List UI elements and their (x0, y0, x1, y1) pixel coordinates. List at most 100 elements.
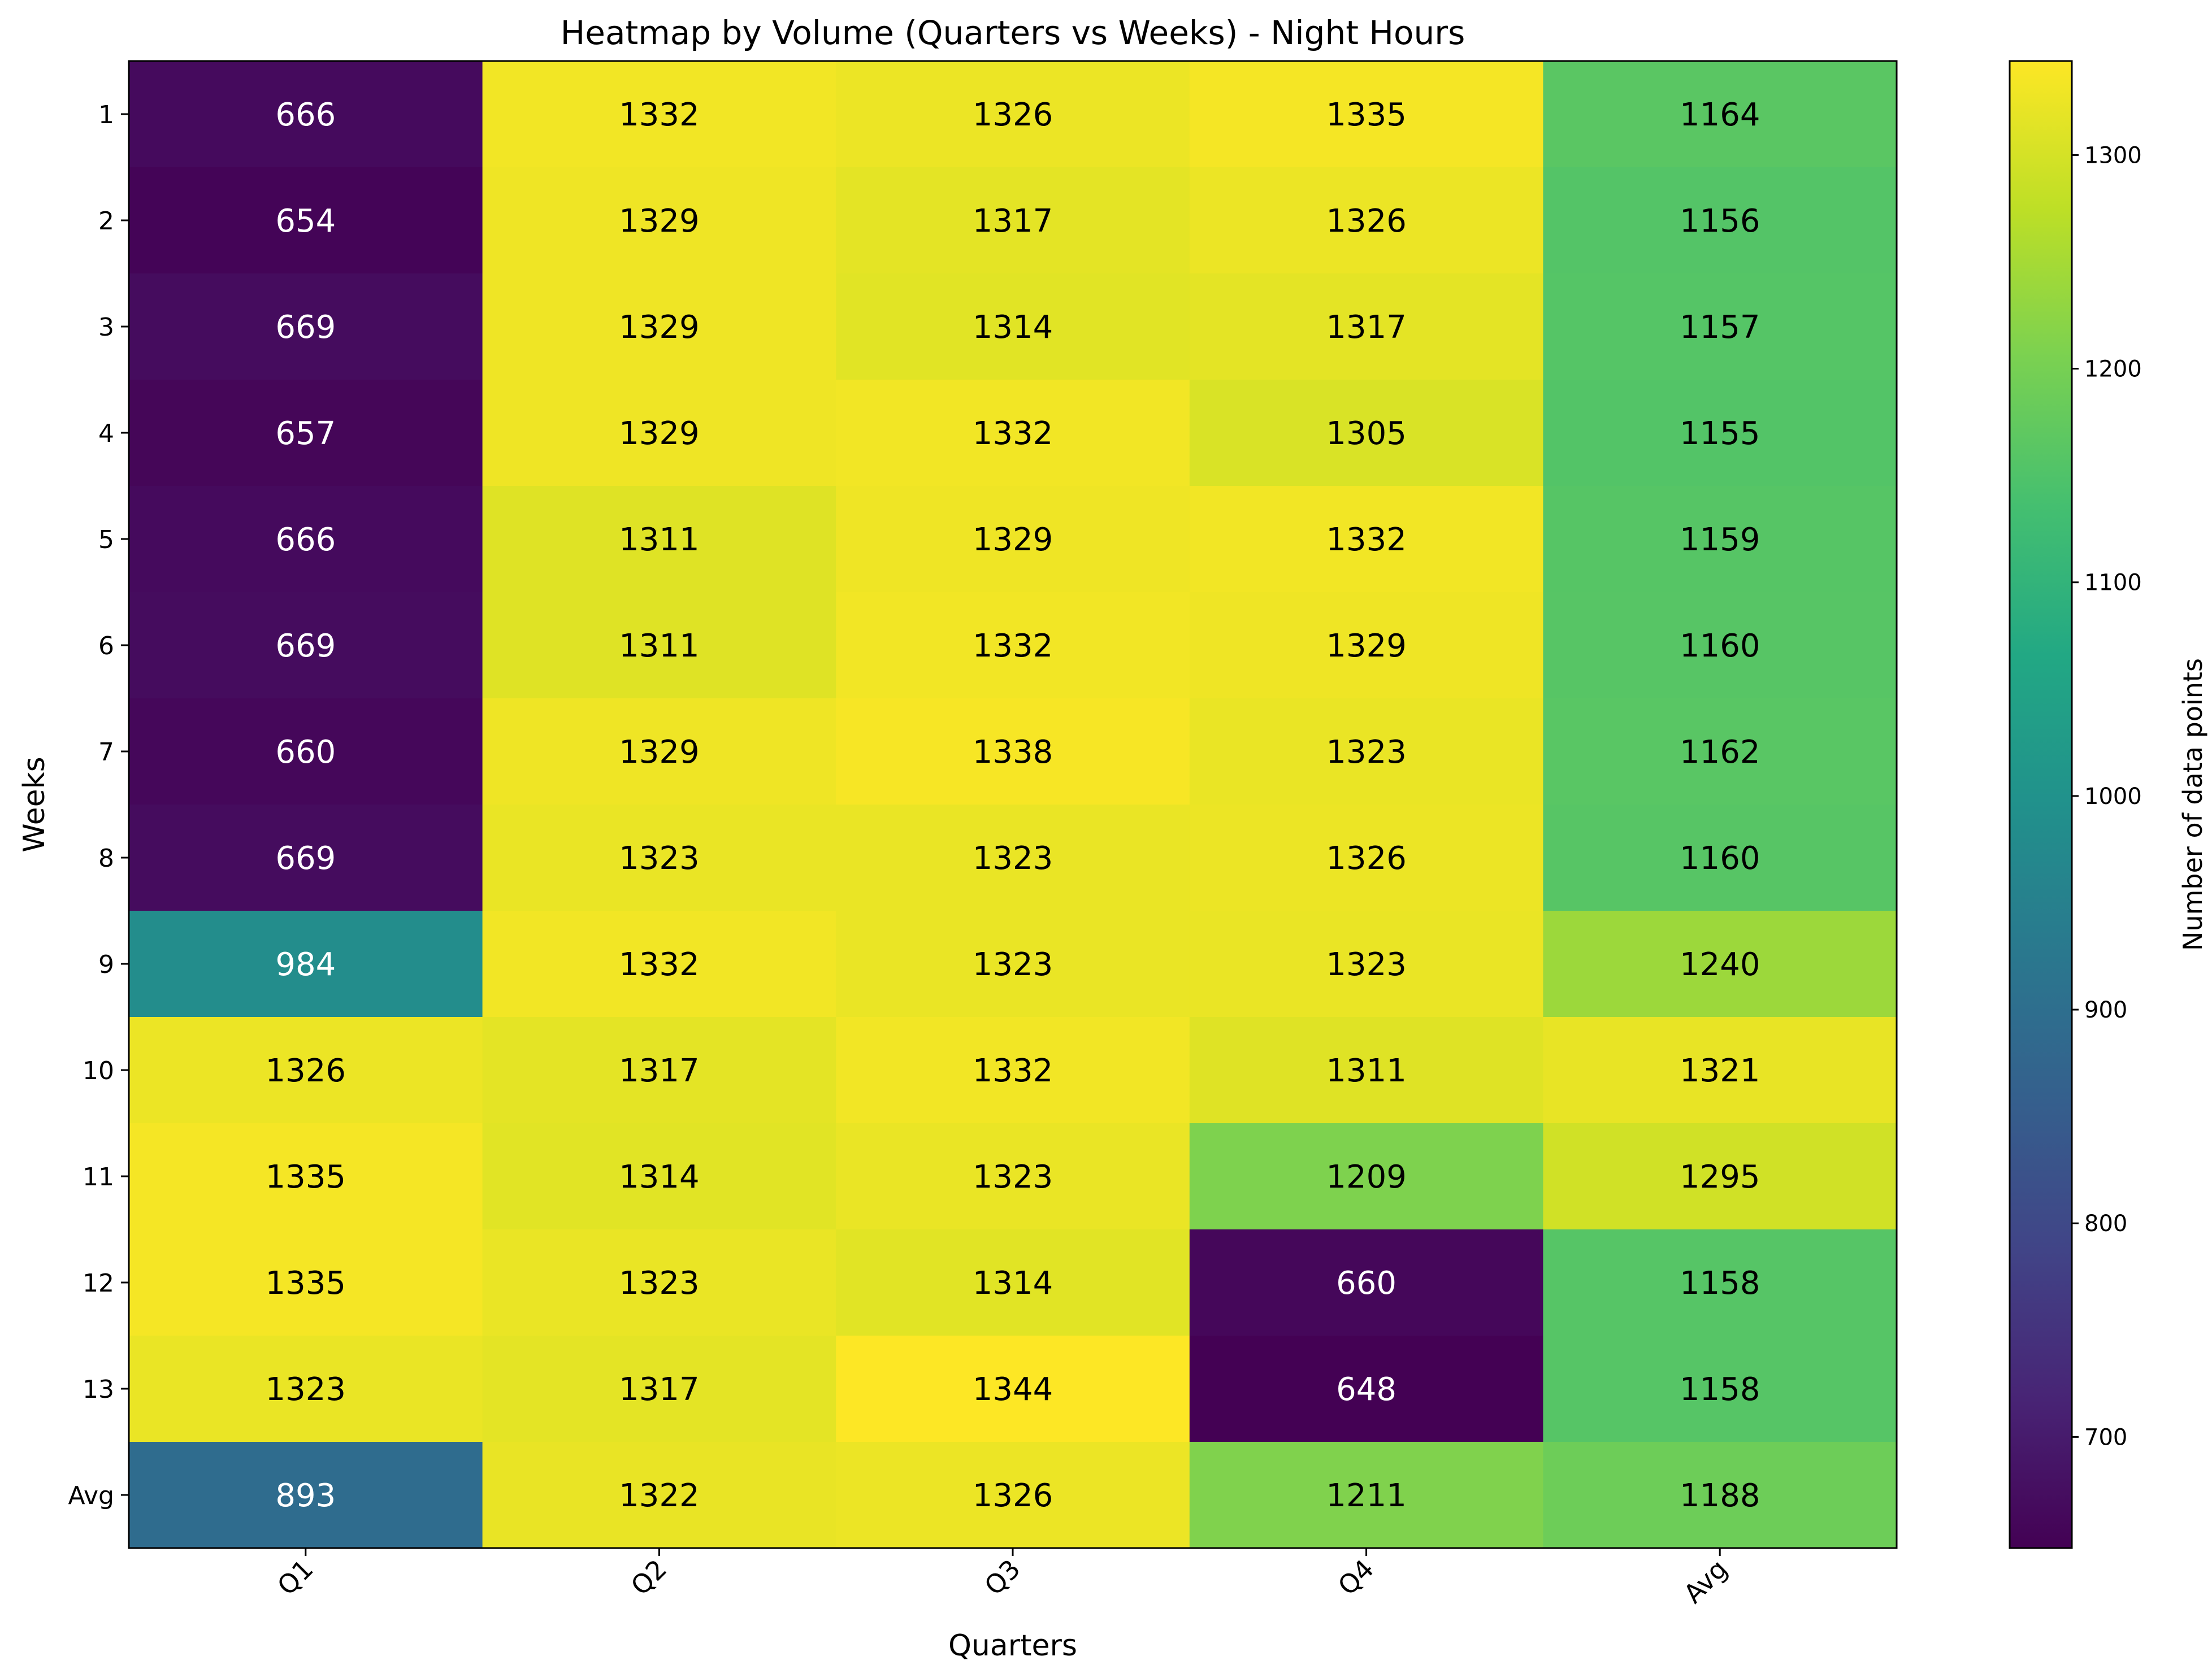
cell-value-label: 1314 (973, 309, 1053, 346)
y-tick-label: 9 (98, 950, 114, 979)
heatmap-cell (129, 167, 483, 274)
x-tick-label: Q3 (978, 1554, 1026, 1601)
y-tick-label: 8 (98, 844, 114, 873)
heatmap-cell (482, 1017, 836, 1124)
cell-value-label: 660 (1336, 1265, 1396, 1302)
colorbar-ticks: 700 800 900 1000 1100 1200 1300 (2072, 142, 2142, 1450)
heatmap-cell (836, 592, 1190, 699)
heatmap-cell (482, 380, 836, 486)
cell-value-label: 1323 (1326, 734, 1407, 771)
heatmap-cell (482, 805, 836, 911)
heatmap-cell (1543, 1123, 1897, 1230)
cell-value-label: 1323 (973, 840, 1053, 877)
heatmap-cell (836, 380, 1190, 486)
colorbar-tick-label: 800 (2084, 1211, 2127, 1237)
cell-value-label: 1317 (973, 203, 1053, 240)
cell-value-label: 1332 (973, 628, 1053, 664)
heatmap-cell (482, 273, 836, 380)
cell-value-label: 1323 (619, 840, 700, 877)
heatmap-cell (1543, 61, 1897, 168)
heatmap-cell (1189, 1017, 1543, 1124)
colorbar: 700 800 900 1000 1100 1200 1300 Number of data… (2009, 60, 2208, 1549)
heatmap-cell (836, 911, 1190, 1018)
heatmap-cell (129, 805, 483, 911)
heatmap-cell (482, 911, 836, 1018)
heatmap-cell (482, 698, 836, 805)
heatmap-cell (1543, 1336, 1897, 1442)
cell-value-label: 1323 (973, 946, 1053, 983)
heatmap-cell (1189, 273, 1543, 380)
heatmap-cell (836, 61, 1190, 168)
cell-value-label: 1329 (619, 415, 700, 452)
cell-value-label: 1335 (1326, 97, 1407, 133)
cell-value-label: 669 (275, 628, 336, 664)
heatmap-cell (129, 1017, 483, 1124)
cell-value-label: 1344 (973, 1371, 1053, 1408)
cell-value-label: 1155 (1680, 415, 1760, 452)
heatmap-cell (482, 61, 836, 168)
cell-value-label: 1323 (266, 1371, 346, 1408)
cell-value-label: 893 (275, 1477, 336, 1514)
y-tick-label: 5 (98, 525, 114, 554)
heatmap-cell (836, 1123, 1190, 1230)
heatmap-cell (1543, 1017, 1897, 1124)
cell-value-label: 1326 (1326, 840, 1407, 877)
cell-value-label: 1338 (973, 734, 1053, 771)
y-tick-label: 11 (83, 1163, 114, 1192)
y-tick-label: Avg (68, 1481, 115, 1510)
heatmap-cell (129, 1442, 483, 1549)
heatmap-cell (1543, 486, 1897, 593)
heatmap-cell (129, 380, 483, 486)
cell-value-label: 666 (275, 97, 336, 133)
heatmap-cell (836, 1229, 1190, 1336)
heatmap-cell (482, 1123, 836, 1230)
heatmap-cell (129, 911, 483, 1018)
cell-value-label: 654 (275, 203, 336, 240)
cell-value-label: 1329 (1326, 628, 1407, 664)
cell-value-label: 1326 (973, 1477, 1053, 1514)
cell-value-label: 1329 (619, 309, 700, 346)
cell-value-label: 1156 (1680, 203, 1760, 240)
heatmap-cell (1543, 592, 1897, 699)
cell-value-label: 1329 (619, 734, 700, 771)
heatmap-cell (836, 486, 1190, 593)
cell-value-label: 1317 (619, 1053, 700, 1089)
cell-value-label: 1332 (973, 1053, 1053, 1089)
y-tick-label: 4 (98, 419, 114, 448)
cell-value-label: 1305 (1326, 415, 1407, 452)
cell-value-label: 1160 (1680, 628, 1760, 664)
cell-value-label: 1332 (973, 415, 1053, 452)
colorbar-tick-label: 1100 (2084, 570, 2142, 596)
heatmap-cell (1543, 911, 1897, 1018)
colorbar-gradient (2009, 60, 2073, 1549)
y-tick-label: 3 (98, 313, 114, 342)
cell-value-label: 669 (275, 309, 336, 346)
heatmap-cell (1189, 167, 1543, 274)
colorbar-tick-label: 1300 (2084, 142, 2142, 168)
colorbar-tick-label: 900 (2084, 997, 2127, 1023)
heatmap-cell (482, 1336, 836, 1442)
heatmap-cell (836, 805, 1190, 911)
cell-value-label: 1164 (1680, 97, 1760, 133)
heatmap-cell (1189, 1123, 1543, 1230)
heatmap-cell (129, 698, 483, 805)
heatmap-cell (482, 1229, 836, 1336)
heatmap-cell (129, 486, 483, 593)
cell-value-label: 1209 (1326, 1159, 1407, 1196)
x-tick-label: Q1 (271, 1554, 319, 1601)
cell-value-label: 660 (275, 734, 336, 771)
cell-value-label: 1295 (1680, 1159, 1760, 1196)
x-tick-label: Q4 (1332, 1554, 1380, 1601)
x-tick-label: Q2 (625, 1554, 673, 1601)
colorbar-tick-label: 700 (2084, 1424, 2127, 1450)
heatmap-cell (129, 61, 483, 168)
cell-value-label: 1335 (266, 1265, 346, 1302)
heatmap-cell (836, 273, 1190, 380)
heatmap-cell (1189, 1336, 1543, 1442)
heatmap-cell (1543, 805, 1897, 911)
heatmap-cell (482, 167, 836, 274)
cell-value-label: 1323 (1326, 946, 1407, 983)
y-tick-label: 6 (98, 632, 114, 660)
cell-value-label: 1326 (266, 1053, 346, 1089)
x-axis: Q1 Q2 Q3 Q4 Avg (271, 1548, 1733, 1609)
